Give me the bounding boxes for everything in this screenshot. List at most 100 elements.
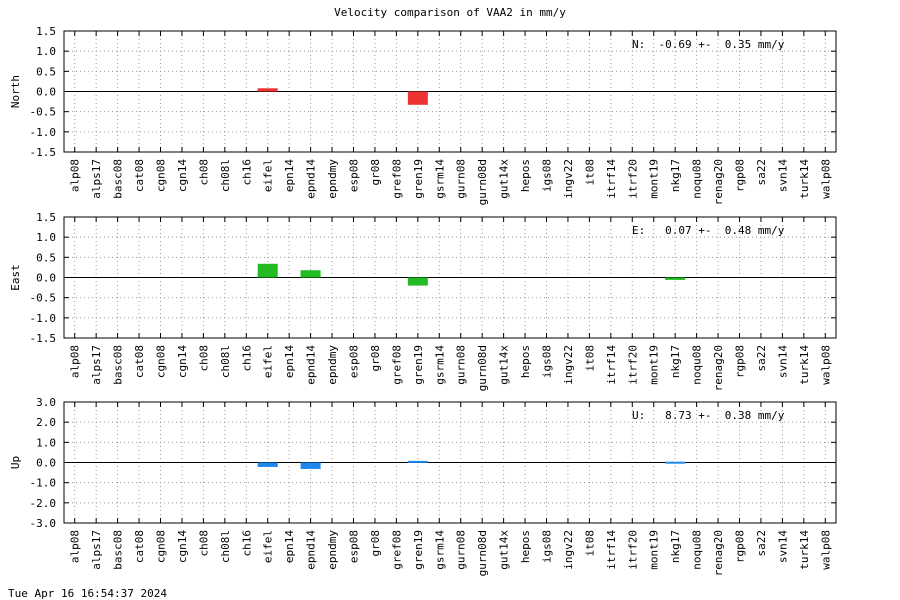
bar-north-gren19	[407, 91, 428, 105]
x-tick-label: mont19	[648, 159, 661, 199]
x-tick-label: gurn08d	[476, 159, 489, 205]
plot-frame	[63, 216, 837, 339]
y-tick-label: -0.5	[30, 106, 57, 119]
x-tick-label: igs08	[541, 159, 554, 192]
bar-east-gren19	[407, 277, 428, 286]
y-tick-label: 1.0	[36, 436, 56, 449]
bar-east-epnd14	[300, 270, 321, 278]
x-tick-label: rgp08	[734, 345, 747, 378]
x-tick-label: itrf20	[626, 530, 639, 570]
x-tick-label: gurn08d	[476, 530, 489, 576]
bar-up-epnd14	[300, 462, 321, 469]
x-tick-label: turk14	[798, 345, 811, 385]
x-tick-label: eifel	[262, 345, 275, 378]
x-tick-label: gut14x	[498, 345, 511, 385]
x-tick-label: ingv22	[562, 345, 575, 385]
x-tick-label: epndmy	[326, 530, 339, 570]
x-tick-label: ch08	[197, 530, 210, 557]
x-tick-label: noqu08	[691, 530, 704, 570]
x-tick-label: gren19	[412, 530, 425, 570]
x-tick-label: cgn14	[176, 345, 189, 378]
x-tick-label: gren19	[412, 159, 425, 199]
x-tick-label: cgn08	[155, 159, 168, 192]
panel-east: -1.5 -1.0 -0.5 0.0 0.5 1.0 1.5 alp08 alps17 basc0…	[9, 211, 837, 391]
x-tick-label: itrf14	[605, 345, 618, 385]
bar-up-gren19	[407, 460, 428, 463]
panel-north: -1.5 -1.0 -0.5 0.0 0.5 1.0 1.5 alp08 alps17 basc0…	[9, 25, 837, 205]
x-tick-label: itrf20	[626, 345, 639, 385]
x-tick-label: it08	[583, 159, 596, 186]
x-tick-label: hepos	[519, 530, 532, 563]
x-tick-label: gr08	[369, 345, 382, 372]
x-tick-label: gr08	[369, 530, 382, 557]
x-tick-label: cgn08	[155, 530, 168, 563]
y-tick-label: 0.0	[36, 272, 56, 285]
x-tick-label: rgp08	[734, 530, 747, 563]
x-tick-label: ch08l	[219, 159, 232, 192]
x-tick-label: svn14	[776, 530, 789, 563]
x-tick-label: gref08	[390, 530, 403, 570]
x-tick-label: itrf20	[626, 159, 639, 199]
stats-annotation: E: 0.07 +- 0.48 mm/y	[632, 224, 785, 237]
y-axis-label: East	[9, 264, 22, 291]
x-tick-label: cat08	[133, 159, 146, 192]
y-tick-label: -3.0	[30, 517, 57, 530]
x-tick-label: turk14	[798, 159, 811, 199]
x-tick-label: cgn08	[155, 345, 168, 378]
x-tick-label: epndmy	[326, 159, 339, 199]
x-tick-label: mont19	[648, 530, 661, 570]
y-tick-label: -1.5	[30, 146, 57, 159]
x-tick-label: alps17	[90, 530, 103, 570]
x-tick-label: rgp08	[734, 159, 747, 192]
y-tick-label: 1.0	[36, 45, 56, 58]
x-tick-label: itrf14	[605, 530, 618, 570]
x-tick-label: alp08	[69, 159, 82, 192]
x-tick-label: gut14x	[498, 159, 511, 199]
y-tick-label: -1.0	[30, 312, 57, 325]
x-tick-label: basc08	[112, 345, 125, 385]
x-tick-label: ch16	[240, 530, 253, 557]
y-tick-label: 1.5	[36, 25, 56, 38]
bar-up-eifel	[257, 462, 278, 467]
x-tick-label: eifel	[262, 530, 275, 563]
y-tick-label: -1.0	[30, 477, 57, 490]
x-tick-label: esp08	[348, 530, 361, 563]
x-tick-label: it08	[583, 345, 596, 372]
x-tick-label: ch16	[240, 159, 253, 186]
x-tick-label: epn14	[283, 159, 296, 192]
x-tick-label: sa22	[755, 159, 768, 186]
x-tick-label: basc08	[112, 530, 125, 570]
x-tick-label: sa22	[755, 530, 768, 557]
x-tick-label: nkg17	[669, 530, 682, 563]
bar-up-nkg17	[665, 461, 686, 464]
x-tick-label: cat08	[133, 345, 146, 378]
panel-up: -3.0 -2.0 -1.0 0.0 1.0 2.0 3.0 alp08 alps17 basc0…	[9, 396, 837, 576]
x-tick-label: sa22	[755, 345, 768, 372]
plot-frame	[63, 401, 837, 524]
x-tick-label: svn14	[776, 159, 789, 192]
x-tick-label: hepos	[519, 345, 532, 378]
y-tick-label: -1.5	[30, 332, 57, 345]
x-tick-label: ingv22	[562, 530, 575, 570]
x-tick-label: eifel	[262, 159, 275, 192]
x-tick-label: ch08l	[219, 345, 232, 378]
x-tick-label: esp08	[348, 159, 361, 192]
x-tick-label: epndmy	[326, 345, 339, 385]
x-tick-label: cgn14	[176, 159, 189, 192]
y-tick-label: 1.5	[36, 211, 56, 224]
y-tick-label: 0.5	[36, 65, 56, 78]
x-tick-label: gsrm14	[433, 530, 446, 570]
x-tick-label: renag20	[712, 159, 725, 205]
x-tick-label: mont19	[648, 345, 661, 385]
x-tick-label: nkg17	[669, 345, 682, 378]
x-tick-label: gurn08	[455, 530, 468, 570]
x-tick-label: esp08	[348, 345, 361, 378]
y-tick-label: 2.0	[36, 416, 56, 429]
y-tick-label: 3.0	[36, 396, 56, 409]
x-tick-label: alps17	[90, 345, 103, 385]
bar-east-eifel	[257, 263, 278, 278]
y-axis-label: Up	[9, 456, 22, 469]
x-tick-label: ingv22	[562, 159, 575, 199]
x-tick-label: alp08	[69, 345, 82, 378]
x-tick-label: noqu08	[691, 159, 704, 199]
